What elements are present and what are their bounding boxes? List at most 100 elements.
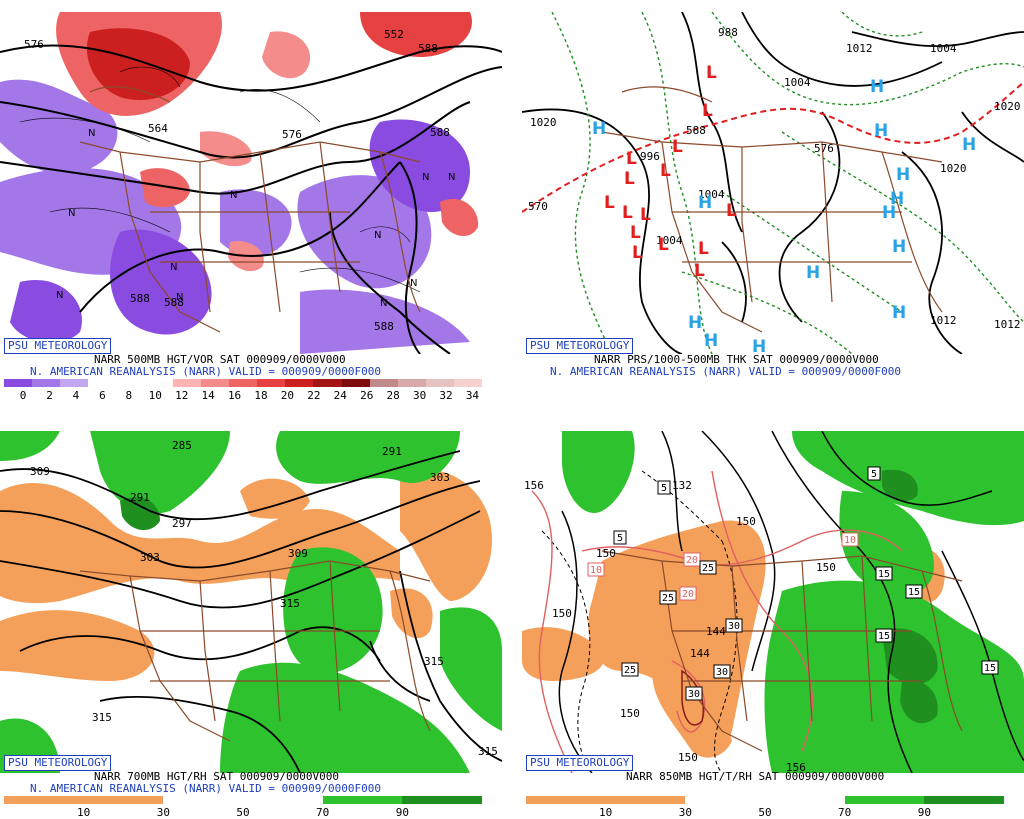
panel-valid-line: N. AMERICAN REANALYSIS (NARR) VALID = 00… (550, 365, 901, 378)
colorbar-swatch (83, 796, 164, 804)
symbol-n: N (230, 190, 237, 201)
rh-moist-2 (90, 431, 230, 514)
colorbar-tick-label: 26 (360, 389, 374, 402)
panel-850mb-temp-rh: 156 132 150 150 144 144 150 150 156 150 … (522, 431, 1024, 819)
colorbar-rh-850mb (526, 796, 1005, 804)
map-label: 588 (374, 320, 394, 333)
svg-text:5: 5 (617, 533, 623, 544)
boundaries-pressure (601, 86, 943, 333)
boxed-label: 30 (685, 686, 703, 701)
vort-shade-red-2 (86, 28, 190, 101)
panel-title-line: NARR 850MB HGT/T/RH SAT 000909/0000V000 (626, 770, 885, 783)
map-label: 576 (282, 128, 302, 141)
panel-title-line: NARR 700MB HGT/RH SAT 000909/0000V000 (94, 770, 340, 783)
map-label: 144 (690, 647, 710, 660)
colorbar-rh-700mb (4, 796, 483, 804)
map-pressure-svg: 1020 1012 1004 988 1004 1020 1020 1012 5… (522, 12, 1024, 354)
high-symbol: H (592, 119, 606, 139)
map-label: 1004 (784, 76, 811, 89)
svg-text:15: 15 (878, 631, 890, 642)
psu-meteorology-badge: PSU METEOROLOGY (526, 755, 634, 771)
symbol-n: N (448, 172, 455, 183)
vort-shade-purple-6 (369, 119, 470, 212)
map-label: 564 (148, 122, 168, 135)
colorbar-swatch (144, 379, 173, 387)
colorbar-swatch (454, 379, 483, 387)
colorbar-swatch (200, 379, 229, 387)
panel-valid-line: N. AMERICAN REANALYSIS (NARR) VALID = 00… (30, 365, 381, 378)
colorbar-swatch (397, 379, 426, 387)
boxed-label: 25 (621, 662, 639, 677)
high-symbol: H (752, 337, 766, 354)
psu-meteorology-badge: PSU METEOROLOGY (4, 338, 112, 354)
map-500mb: 576 552 564 588 576 588 588 588 588 N N … (0, 12, 502, 354)
svg-text:25: 25 (702, 563, 714, 574)
colorbar-swatch (163, 796, 244, 804)
low-symbol: L (626, 149, 637, 169)
colorbar-swatch (313, 379, 342, 387)
symbol-n: N (422, 172, 429, 183)
map-label: 309 (30, 465, 50, 478)
low-symbol: L (630, 223, 641, 243)
boxed-label: 30 (713, 664, 731, 679)
map-label: 144 (706, 625, 726, 638)
map-label: 1020 (530, 116, 557, 129)
rh-moist-3 (276, 431, 460, 484)
boxed-labels-850mb: 5 5 20 25 10 25 20 30 30 30 25 10 15 15 … (587, 466, 999, 701)
rh-dry-2 (0, 610, 155, 681)
colorbar-rh-700mb-labels: 10 30 50 70 90 (4, 806, 482, 819)
low-symbol: L (624, 169, 635, 189)
symbol-n: N (380, 298, 387, 309)
map-label: 1020 (994, 100, 1021, 113)
rh-moist-dark-850-2 (900, 680, 938, 724)
colorbar-tick-label: 10 (77, 806, 91, 819)
colorbar-swatch (257, 379, 286, 387)
temperature-30-contour (681, 669, 704, 726)
colorbar-tick-label: 12 (175, 389, 189, 402)
panel-divider-horizontal (0, 403, 1024, 429)
low-symbol: L (702, 101, 713, 121)
map-label: 1012 (846, 42, 873, 55)
colorbar-swatch (88, 379, 117, 387)
map-label: 588 (164, 296, 184, 309)
colorbar-swatch (341, 379, 370, 387)
panel-title-line: NARR 500MB HGT/VOR SAT 000909/0000V000 (94, 353, 346, 366)
colorbar-tick-label: 14 (201, 389, 215, 402)
colorbar-swatch (229, 379, 258, 387)
symbol-n: N (170, 262, 177, 273)
colorbar-swatch (402, 796, 483, 804)
map-label: 309 (288, 547, 308, 560)
vort-shade-purple-3 (110, 229, 212, 335)
colorbar-tick-label: 30 (678, 806, 692, 819)
low-symbol: L (672, 137, 683, 157)
colorbar-tick-label: 16 (227, 389, 242, 402)
low-symbol: L (658, 235, 669, 255)
map-label: 588 (418, 42, 438, 55)
map-500mb-svg: 576 552 564 588 576 588 588 588 588 N N … (0, 12, 502, 354)
colorbar-tick-label: 6 (99, 389, 106, 402)
colorbar-swatch (526, 796, 606, 804)
map-label: 150 (678, 751, 698, 764)
colorbar-tick-label: 10 (599, 806, 613, 819)
vort-shade-red-3 (360, 12, 472, 57)
svg-text:10: 10 (844, 535, 856, 546)
map-label: 285 (172, 439, 192, 452)
low-symbol: L (632, 243, 643, 263)
colorbar-tick-label: 30 (412, 389, 427, 402)
map-label: 576 (814, 142, 834, 155)
height-contours-500mb (0, 44, 502, 354)
map-label: 150 (620, 707, 640, 720)
boxed-label: 20 (683, 552, 701, 567)
boxed-label: 10 (841, 532, 859, 547)
colorbar-tick-label: 50 (758, 806, 772, 819)
colorbar-tick-label: 70 (316, 806, 330, 819)
colorbar-tick-label: 50 (236, 806, 250, 819)
boxed-label: 25 (659, 590, 677, 605)
boxed-label: 15 (875, 566, 893, 581)
colorbar-swatch (322, 796, 403, 804)
rh-dry-850-2 (522, 627, 604, 681)
map-label: 552 (384, 28, 404, 41)
colorbar-tick-label: 0 (19, 389, 27, 402)
map-label: 132 (672, 479, 692, 492)
rh-moist-6 (440, 607, 502, 731)
